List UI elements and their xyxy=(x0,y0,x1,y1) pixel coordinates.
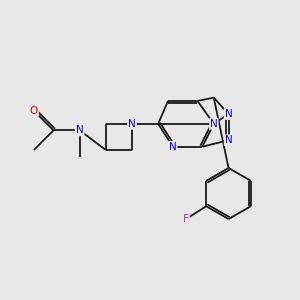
Text: N: N xyxy=(225,135,232,145)
Text: N: N xyxy=(169,142,177,152)
Text: N: N xyxy=(128,119,136,129)
Text: N: N xyxy=(225,109,232,119)
Text: O: O xyxy=(30,106,38,116)
Text: N: N xyxy=(210,119,218,129)
Text: F: F xyxy=(183,214,189,224)
Text: N: N xyxy=(76,125,83,135)
